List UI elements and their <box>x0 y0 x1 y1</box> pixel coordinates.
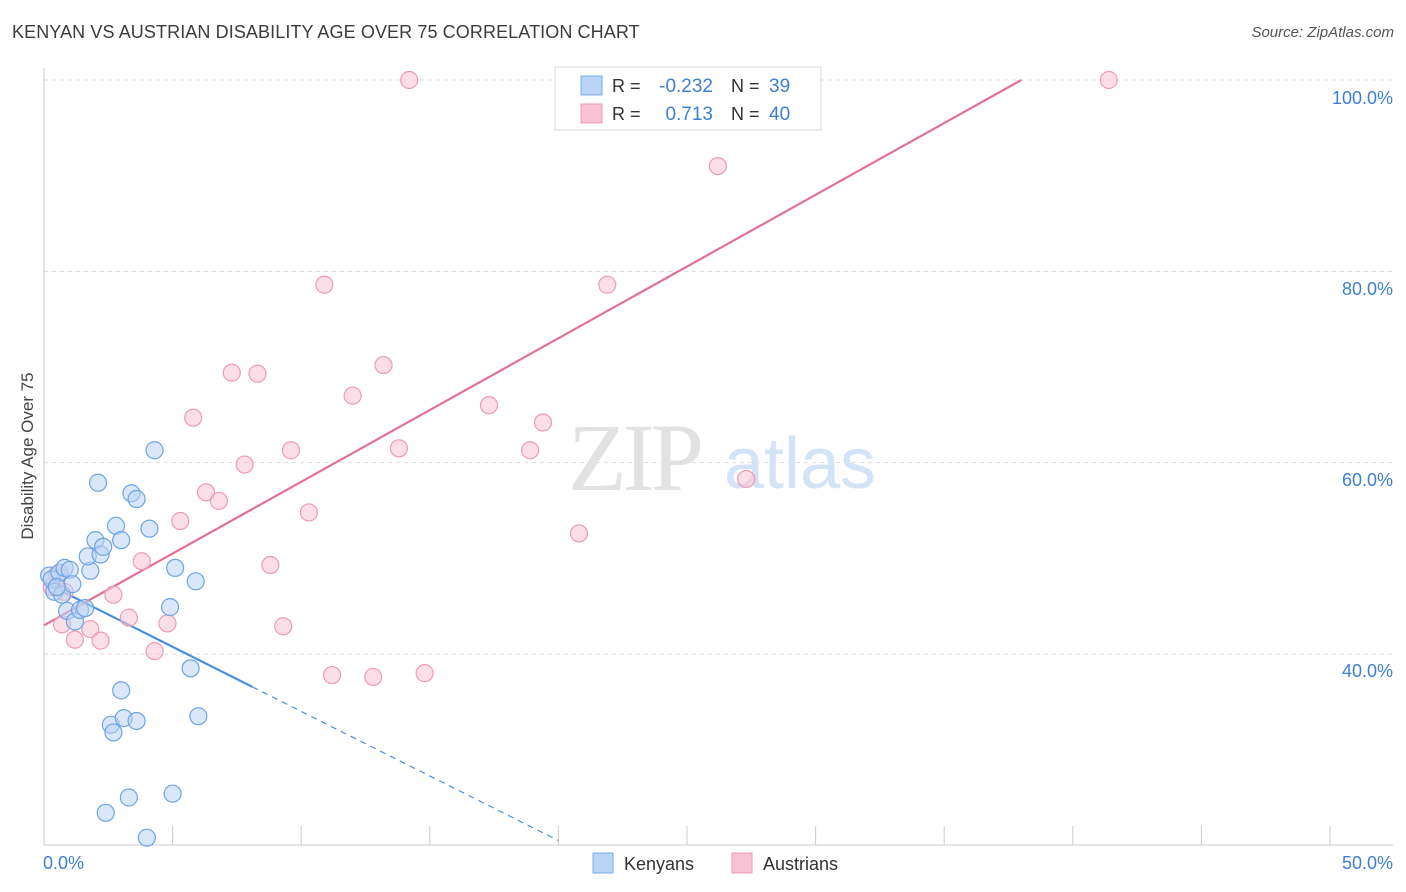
austrians-point-31 <box>479 396 499 415</box>
austrians-point-32 <box>521 441 540 460</box>
austrians-point-29 <box>400 70 419 90</box>
series-legend-swatch-austrians <box>731 852 753 874</box>
austrians-point-37 <box>737 469 756 489</box>
kenyans-point-24 <box>160 598 180 617</box>
source-label: Source: ZipAtlas.com <box>1251 24 1394 41</box>
austrians-point-33 <box>533 413 553 432</box>
austrians-point-14 <box>196 483 216 502</box>
austrians-point-35 <box>598 275 617 294</box>
series-legend-label-kenyans: Kenyans <box>624 854 694 874</box>
austrians-point-20 <box>274 617 293 636</box>
kenyans-point-11 <box>76 598 95 618</box>
kenyans-point-19 <box>112 531 131 550</box>
kenyans-point-32 <box>127 711 146 731</box>
austrians-point-7 <box>104 585 123 604</box>
series-legend-swatch-kenyans <box>592 852 614 874</box>
x-tick-label-min: 0.0% <box>43 853 84 873</box>
axes <box>43 68 1393 846</box>
legend-n-value-kenyans: 39 <box>769 76 790 97</box>
legend-n-label-kenyans: N = <box>731 76 760 96</box>
legend-r-label-kenyans: R = <box>612 76 641 96</box>
austrians-point-23 <box>315 275 334 294</box>
kenyans-point-36 <box>96 803 115 822</box>
legend-r-value-austrians: 0.713 <box>665 104 713 125</box>
austrians-point-13 <box>184 408 203 427</box>
austrians-point-18 <box>248 364 267 383</box>
y-tick-label-80: 80.0% <box>1342 279 1393 299</box>
legend-n-value-austrians: 40 <box>769 104 790 125</box>
austrians-point-21 <box>281 441 301 460</box>
austrians-point-5 <box>81 620 100 639</box>
kenyans-trend-line <box>43 581 253 688</box>
austrians-point-24 <box>322 665 342 685</box>
kenyans-point-30 <box>104 723 123 742</box>
kenyans-point-28 <box>112 681 131 700</box>
austrians-point-9 <box>132 552 151 571</box>
y-tick-label-100: 100.0% <box>1332 88 1393 108</box>
kenyans-trend-extension <box>252 686 559 842</box>
chart-title: KENYAN VS AUSTRIAN DISABILITY AGE OVER 7… <box>12 22 640 42</box>
kenyans-point-27 <box>181 659 200 678</box>
austrians-point-15 <box>209 491 228 511</box>
austrians-point-6 <box>91 631 110 650</box>
austrians-point-19 <box>261 555 280 575</box>
austrians-point-27 <box>374 355 393 375</box>
trend-lines <box>43 79 1022 842</box>
legend-swatch-kenyans <box>580 75 603 96</box>
legend-r-label-austrians: R = <box>612 104 641 124</box>
austrians-point-11 <box>158 614 177 633</box>
kenyans-point-21 <box>127 489 146 509</box>
austrians-point-8 <box>119 608 138 627</box>
correlation-legend: R = -0.232 N = 39 R = 0.713 N = 40 <box>554 66 822 131</box>
austrians-point-4 <box>65 630 84 649</box>
austrians-points <box>42 70 1118 687</box>
austrians-point-26 <box>364 667 383 687</box>
series-legend-label-austrians: Austrians <box>763 854 838 874</box>
kenyans-point-34 <box>119 788 138 807</box>
legend-swatch-austrians <box>580 103 603 124</box>
x-tick-label-max: 50.0% <box>1342 853 1393 873</box>
austrians-point-25 <box>343 386 362 405</box>
watermark-zip: ZIP <box>568 404 701 511</box>
kenyans-point-35 <box>163 784 182 803</box>
austrians-point-28 <box>389 439 409 458</box>
austrians-point-17 <box>235 455 254 474</box>
kenyans-point-15 <box>88 473 108 492</box>
watermark: ZIP atlas <box>568 404 876 511</box>
y-axis-title: Disability Age Over 75 <box>18 372 37 539</box>
kenyans-point-37 <box>137 828 156 847</box>
austrians-point-16 <box>222 363 241 382</box>
series-legend: Kenyans Austrians <box>592 852 838 874</box>
legend-n-label-austrians: N = <box>731 104 760 124</box>
kenyans-point-8 <box>63 575 82 594</box>
austrians-point-10 <box>145 642 164 661</box>
y-tick-label-40: 40.0% <box>1342 661 1393 681</box>
watermark-atlas: atlas <box>724 424 876 504</box>
austrians-point-30 <box>415 664 434 683</box>
kenyans-points <box>40 441 208 847</box>
austrians-trend-line <box>43 79 1022 627</box>
kenyans-point-38 <box>47 577 66 597</box>
austrians-point-22 <box>299 503 319 522</box>
legend-r-value-kenyans: -0.232 <box>659 76 713 97</box>
austrians-point-12 <box>171 511 190 531</box>
kenyans-point-26 <box>186 572 205 591</box>
austrians-point-39 <box>1099 70 1118 90</box>
kenyans-point-25 <box>166 558 185 578</box>
austrians-point-36 <box>708 157 727 176</box>
austrians-point-34 <box>569 524 589 543</box>
kenyans-point-22 <box>140 519 159 538</box>
y-tick-label-60: 60.0% <box>1342 470 1393 490</box>
kenyans-point-17 <box>94 537 113 556</box>
kenyans-point-23 <box>145 441 164 460</box>
kenyans-point-33 <box>189 707 208 726</box>
